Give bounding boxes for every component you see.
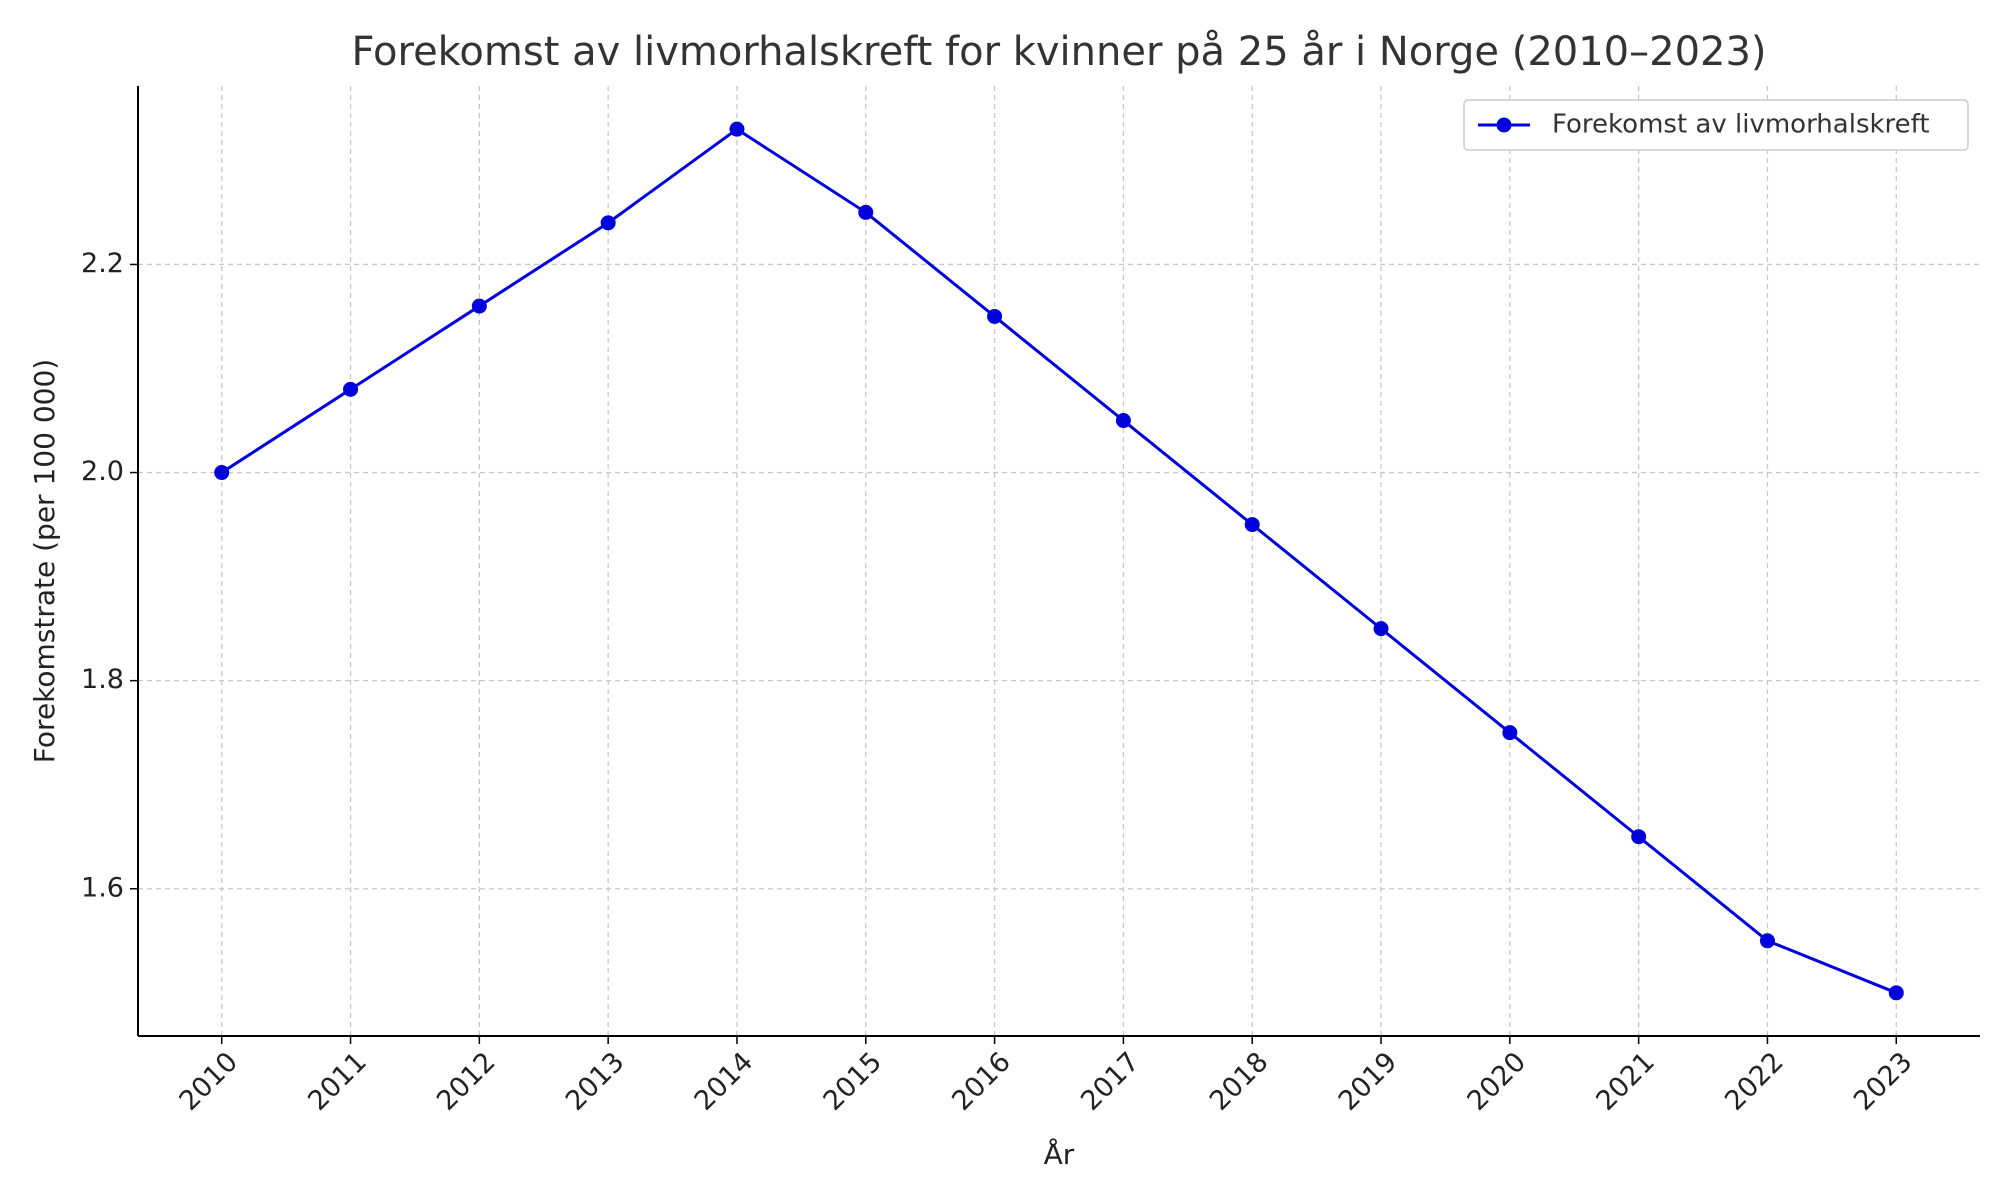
x-tick-label: 2010 <box>173 1046 244 1117</box>
chart-title: Forekomst av livmorhalskreft for kvinner… <box>351 29 1766 75</box>
data-point <box>600 215 616 231</box>
x-tick-label: 2016 <box>946 1046 1017 1117</box>
x-tick-label: 2023 <box>1848 1046 1919 1117</box>
y-tick-label: 2.0 <box>81 456 124 487</box>
x-tick-label: 2012 <box>431 1046 502 1117</box>
data-point <box>1888 985 1904 1001</box>
x-tick-label: 2011 <box>302 1046 373 1117</box>
x-tick-label: 2021 <box>1590 1046 1661 1117</box>
y-tick-label: 1.8 <box>81 664 124 695</box>
data-point <box>471 298 487 314</box>
data-line <box>220 127 1897 995</box>
data-point <box>343 381 359 397</box>
data-point <box>1759 933 1775 949</box>
y-axis-label: Forekomstrate (per 100 000) <box>28 359 61 763</box>
data-point <box>729 121 745 137</box>
x-tick-label: 2015 <box>818 1046 889 1117</box>
data-point <box>1502 725 1518 741</box>
y-tick-label: 2.2 <box>81 248 124 279</box>
y-tick-label: 1.6 <box>81 872 124 903</box>
x-tick-label: 2013 <box>560 1046 631 1117</box>
legend-box <box>1463 99 1969 151</box>
data-point <box>987 308 1003 324</box>
x-tick-label: 2022 <box>1719 1046 1790 1117</box>
legend-label: Forekomst av livmorhalskreft <box>1552 110 1930 140</box>
data-point <box>858 204 874 220</box>
data-point <box>1244 517 1260 533</box>
data-point <box>214 465 230 481</box>
x-axis-label: År <box>1044 1137 1075 1171</box>
data-point <box>1373 621 1389 637</box>
data-point <box>1115 413 1131 429</box>
x-tick-label: 2018 <box>1204 1046 1275 1117</box>
legend-marker <box>1496 117 1512 133</box>
x-tick-label: 2020 <box>1462 1046 1533 1117</box>
x-tick-label: 2019 <box>1333 1046 1404 1117</box>
x-tick-label: 2014 <box>689 1046 760 1117</box>
x-tick-label: 2017 <box>1075 1046 1146 1117</box>
data-point <box>1631 829 1647 845</box>
